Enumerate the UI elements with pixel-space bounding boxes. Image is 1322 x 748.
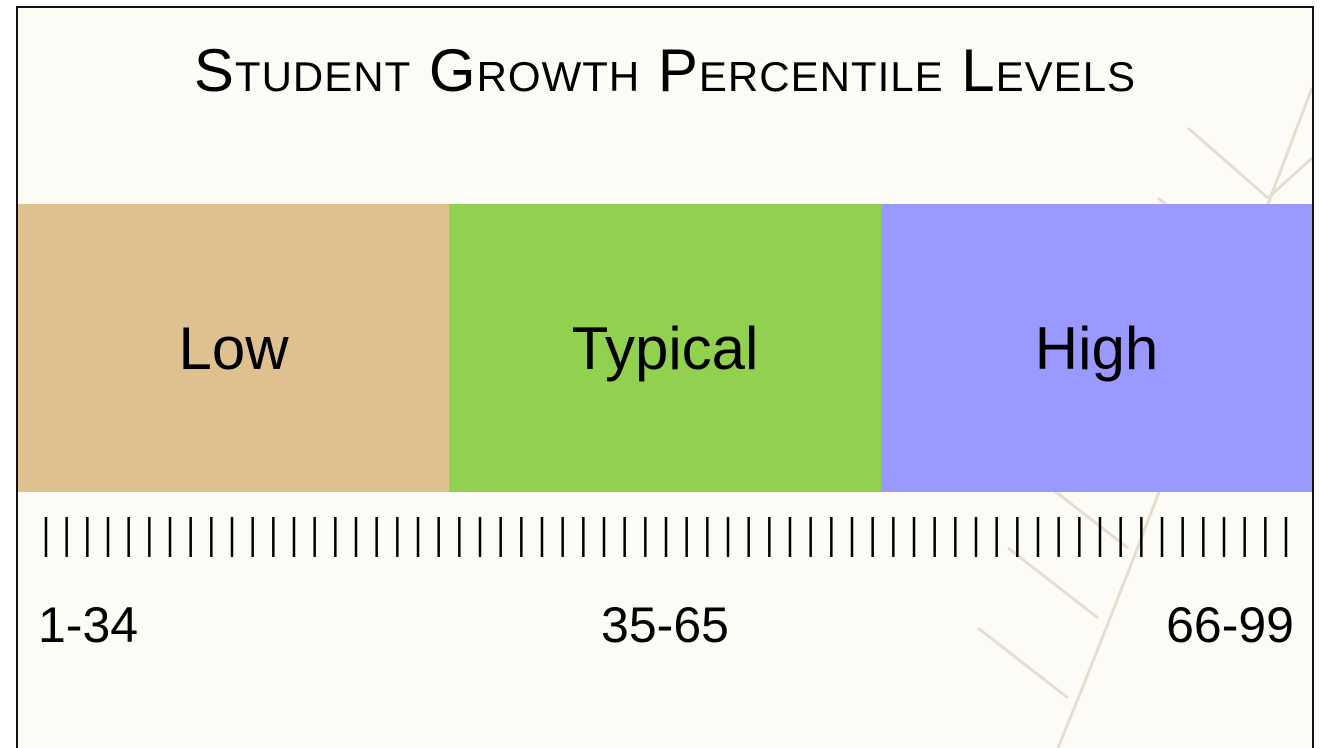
band-high: High <box>881 204 1312 492</box>
band-typical: Typical <box>449 204 881 492</box>
band-low: Low <box>18 204 449 492</box>
range-low: 1-34 <box>38 596 138 654</box>
range-typical: 35-65 <box>601 596 729 654</box>
page: Student Growth Percentile Levels Low Typ… <box>0 0 1322 738</box>
title: Student Growth Percentile Levels <box>18 36 1312 105</box>
range-high: 66-99 <box>1166 596 1294 654</box>
tick-row <box>18 513 1312 563</box>
slide: Student Growth Percentile Levels Low Typ… <box>16 6 1314 748</box>
